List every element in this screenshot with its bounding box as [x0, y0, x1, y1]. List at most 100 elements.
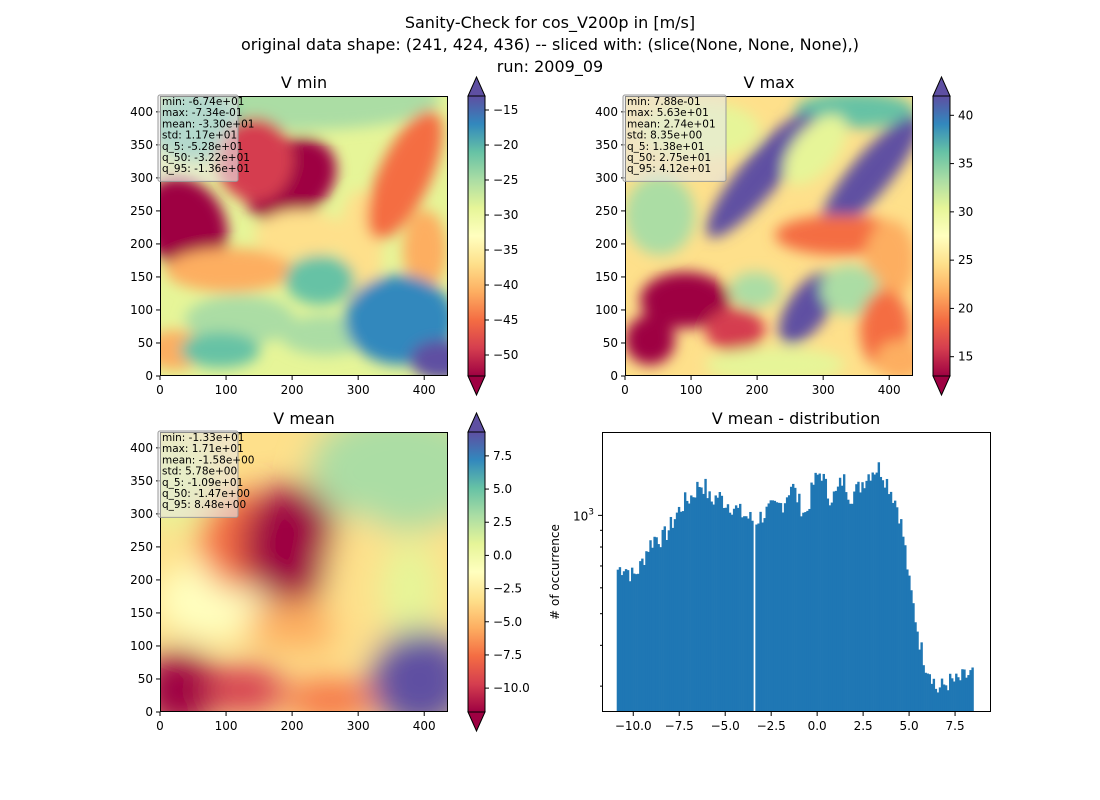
histogram-bar — [865, 480, 868, 712]
v-max-stat-line: q_95: 4.12e+01 — [627, 163, 711, 175]
v-max-y-tick-label: 400 — [595, 105, 618, 119]
histogram-bar — [649, 540, 652, 712]
histogram-bar — [910, 590, 913, 712]
histogram-bar — [893, 500, 897, 712]
histogram-bar — [849, 503, 852, 712]
histogram-bar — [928, 674, 931, 712]
v-mean-colorbar-tick-label: −5.0 — [493, 615, 522, 629]
v-min-y-tick-label: 400 — [130, 105, 153, 119]
histogram-bar — [826, 498, 830, 712]
figure-title-line-2: original data shape: (241, 424, 436) -- … — [241, 35, 859, 54]
histogram-bar — [779, 503, 783, 712]
histogram-bar — [677, 506, 681, 712]
histogram-bar — [951, 678, 954, 712]
histogram-bar — [857, 481, 860, 712]
v-mean-colorbar-tick-label: 2.5 — [493, 515, 512, 529]
histogram-bar — [887, 494, 891, 712]
histogram-bar — [871, 472, 874, 712]
v-max-colorbar-tick-label: 20 — [958, 301, 973, 315]
histogram-bar — [830, 502, 834, 712]
histogram-bar — [855, 484, 858, 712]
histogram-bar — [851, 503, 854, 712]
histogram-bar — [930, 683, 934, 712]
histogram-bar — [818, 473, 821, 712]
v-mean-x-tick-label: 400 — [413, 719, 436, 733]
v-mean-stat-line: q_50: -1.47e+00 — [162, 488, 250, 500]
v-min-y-tick-label: 100 — [130, 303, 153, 317]
histogram-bar — [781, 512, 785, 712]
histogram-bar — [863, 488, 866, 712]
histogram-bar — [722, 507, 726, 712]
histogram-bar — [641, 558, 644, 712]
histogram-bar — [926, 673, 929, 712]
histogram-bar — [716, 497, 719, 712]
v-max-colorbar-tick-label: 35 — [958, 157, 973, 171]
v-max-stat-line: q_5: 1.38e+01 — [627, 141, 704, 153]
histogram-bar — [804, 512, 807, 712]
v-min-x-tick-label: 0 — [156, 383, 164, 397]
histogram-bar — [796, 502, 799, 712]
histogram-bar — [704, 478, 707, 712]
v-max-stat-line: std: 8.35e+00 — [627, 130, 702, 142]
histogram-bar — [971, 667, 974, 712]
histogram-bar — [834, 490, 838, 712]
histogram-bar — [626, 570, 630, 712]
histogram-bar — [628, 581, 632, 712]
histogram-bar — [932, 678, 936, 712]
histogram-bar — [743, 516, 746, 712]
histogram-bar — [787, 495, 791, 712]
histogram-bar — [914, 622, 917, 712]
histogram-bar — [785, 497, 789, 712]
histogram-bar — [728, 512, 732, 712]
histogram-bar — [881, 480, 885, 712]
histogram-bar — [842, 474, 846, 712]
histogram-bar — [637, 573, 640, 712]
v-mean-x-tick-label: 200 — [281, 719, 304, 733]
v-mean-stat-line: max: 1.71e+01 — [162, 443, 244, 455]
histogram-bar — [696, 481, 699, 712]
v-min-colorbar — [467, 95, 486, 377]
histogram-bar — [875, 472, 878, 712]
v-mean-stat-line: mean: -1.58e+00 — [162, 454, 254, 466]
histogram-bar — [816, 474, 819, 712]
histogram-bar — [747, 518, 750, 712]
histogram-bar — [679, 511, 683, 712]
histogram-bar — [938, 687, 942, 712]
figure-title-line-1: Sanity-Check for cos_V200p in [m/s] — [404, 13, 696, 32]
histogram-bar — [775, 502, 779, 712]
v-min-title: V min — [281, 73, 327, 92]
histogram-bar — [812, 484, 815, 712]
v-mean-x-tick-label: 300 — [347, 719, 370, 733]
histogram-bar — [922, 665, 925, 712]
histogram-bar — [883, 487, 887, 712]
v-mean-y-tick-label: 300 — [130, 507, 153, 521]
v-min-x-tick-label: 400 — [413, 383, 436, 397]
histogram-x-tick-label: −10.0 — [615, 719, 652, 733]
v-mean-x-tick-label: 0 — [156, 719, 164, 733]
histogram-x-tick-label: 5.0 — [900, 719, 919, 733]
v-max-x-tick-label: 200 — [746, 383, 769, 397]
histogram-bar — [714, 495, 717, 712]
histogram-bar — [822, 473, 825, 712]
histogram-bar — [916, 631, 919, 712]
histogram-bar — [761, 522, 764, 712]
histogram-bar — [920, 642, 923, 712]
histogram-bar — [745, 516, 748, 712]
v-min-colorbar-tick-label: −40 — [493, 278, 518, 292]
histogram-bar — [940, 678, 944, 712]
histogram-bar — [667, 530, 671, 712]
histogram-title: V mean - distribution — [712, 409, 881, 428]
v-min-stat-line: q_50: -3.22e+01 — [162, 152, 250, 164]
histogram-bar — [622, 571, 626, 712]
v-min-x-tick-label: 100 — [215, 383, 238, 397]
v-max-colorbar-extend-min — [932, 375, 951, 397]
histogram-bar — [959, 680, 962, 712]
histogram-bar — [902, 536, 905, 712]
histogram-bar — [767, 503, 770, 712]
v-max-stat-line: max: 5.63e+01 — [627, 107, 709, 119]
histogram-x-tick-label: −2.5 — [757, 719, 786, 733]
histogram-bar — [730, 514, 734, 712]
histogram-bar — [633, 573, 636, 712]
